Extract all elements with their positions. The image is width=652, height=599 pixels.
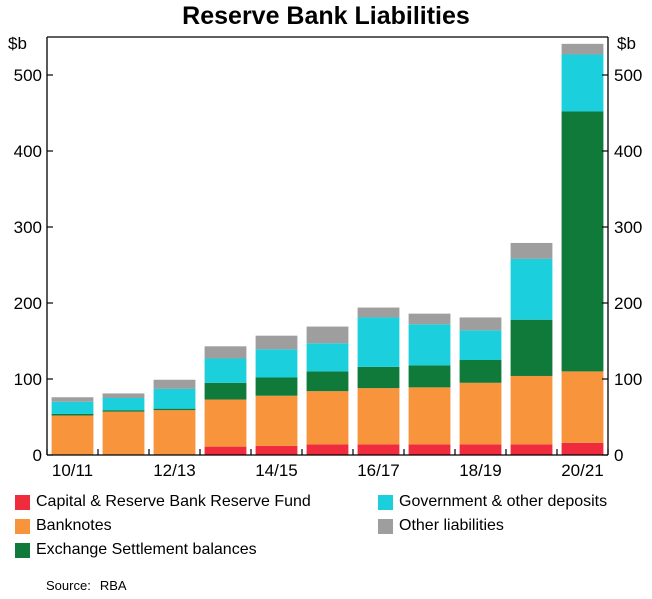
bar-segment (102, 398, 145, 411)
bar-segment (408, 365, 451, 388)
bar-segment (357, 444, 400, 455)
bar-segment (561, 111, 604, 372)
legend-item-capital: Capital & Reserve Bank Reserve Fund (15, 493, 311, 511)
y-tick-label-left: 300 (14, 218, 42, 237)
bar-segment (153, 408, 196, 411)
bar-segment (102, 393, 145, 398)
bar-segment (459, 382, 502, 445)
legend-label: Other liabilities (399, 517, 504, 534)
bar-segment (408, 444, 451, 455)
y-tick-label-left: 100 (14, 370, 42, 389)
bar-segment (204, 446, 247, 455)
bar-segment (357, 388, 400, 445)
bar-segment (306, 444, 349, 455)
legend-label: Banknotes (36, 517, 112, 534)
bar-segment (306, 326, 349, 344)
x-tick-label: 12/13 (153, 461, 196, 480)
source-value: RBA (99, 578, 127, 593)
bar-segment (459, 360, 502, 383)
legend: Capital & Reserve Bank Reserve Fund Gove… (15, 493, 645, 565)
bar-segment (510, 319, 553, 376)
bar-segment (255, 335, 298, 350)
bar-segment (510, 258, 553, 320)
bar-segment (51, 415, 94, 455)
legend-item-government: Government & other deposits (378, 493, 607, 511)
bar-segment (306, 371, 349, 392)
legend-label: Capital & Reserve Bank Reserve Fund (36, 493, 311, 510)
bar-segment (102, 411, 145, 455)
bar-segment (408, 313, 451, 325)
bar-segment (204, 399, 247, 447)
y-tick-label-left: 200 (14, 294, 42, 313)
bar-segment (459, 317, 502, 331)
y-tick-label-right: 500 (614, 66, 642, 85)
legend-swatch (378, 494, 393, 510)
y-tick-label-left: 400 (14, 142, 42, 161)
legend-swatch (15, 494, 30, 510)
x-tick-label: 14/15 (255, 461, 298, 480)
bar-segment (561, 371, 604, 443)
chart-title: Reserve Bank Liabilities (182, 2, 470, 30)
bar-segment (459, 330, 502, 360)
bar-segment (153, 410, 196, 455)
chart-plot: 0 0 100 100 200 200 300 300 400 400 500 500 $b $b 10/1… (8, 34, 642, 480)
bar-segment (408, 324, 451, 366)
legend-swatch (15, 518, 30, 534)
source-label: Source: (46, 578, 91, 593)
x-tick-label: 18/19 (459, 461, 502, 480)
legend-label: Exchange Settlement balances (36, 541, 257, 558)
x-tick-label: 20/21 (561, 461, 604, 480)
bar-segment (51, 401, 94, 414)
bar-segment (357, 317, 400, 367)
bar-segment (408, 387, 451, 445)
y-tick-label-right: 400 (614, 142, 642, 161)
bar-segment (459, 444, 502, 455)
y-tick-label-left: 0 (33, 446, 42, 465)
bar-segment (306, 343, 349, 372)
bar-segment (510, 375, 553, 445)
bar-segment (153, 388, 196, 409)
bar-segment (51, 413, 94, 416)
bar-segment (204, 358, 247, 383)
legend-swatch (15, 542, 30, 558)
y-axis-unit-left: $b (8, 34, 27, 53)
bar-segment (255, 377, 298, 396)
bar-segment (306, 391, 349, 445)
legend-item-other: Other liabilities (378, 517, 504, 535)
x-tick-label: 10/11 (52, 461, 93, 480)
legend-label: Government & other deposits (399, 493, 608, 510)
bar-segment (357, 307, 400, 318)
bar-segment (357, 366, 400, 389)
bar-segment (51, 397, 94, 402)
legend-item-exchange: Exchange Settlement balances (15, 541, 257, 559)
legend-item-banknotes: Banknotes (15, 517, 112, 535)
y-axis-unit-right: $b (617, 34, 636, 53)
bar-segment (255, 445, 298, 455)
legend-swatch (378, 518, 393, 534)
x-tick-label: 16/17 (357, 461, 400, 480)
y-tick-label-right: 200 (614, 294, 642, 313)
y-tick-label-right: 300 (614, 218, 642, 237)
bar-segment (561, 54, 604, 112)
bar-segment (204, 382, 247, 400)
bar-segment (153, 379, 196, 389)
bar-segment (102, 410, 145, 412)
bar-segment (561, 43, 604, 55)
source-note: Source: RBA (46, 578, 136, 593)
y-tick-label-right: 0 (614, 446, 623, 465)
y-tick-label-right: 100 (614, 370, 642, 389)
bar-segment (255, 349, 298, 378)
bar-segment (510, 242, 553, 259)
bar-segment (510, 444, 553, 455)
bar-segment (204, 346, 247, 359)
bar-segment (561, 442, 604, 455)
bar-segment (255, 395, 298, 446)
y-tick-label-left: 500 (14, 66, 42, 85)
